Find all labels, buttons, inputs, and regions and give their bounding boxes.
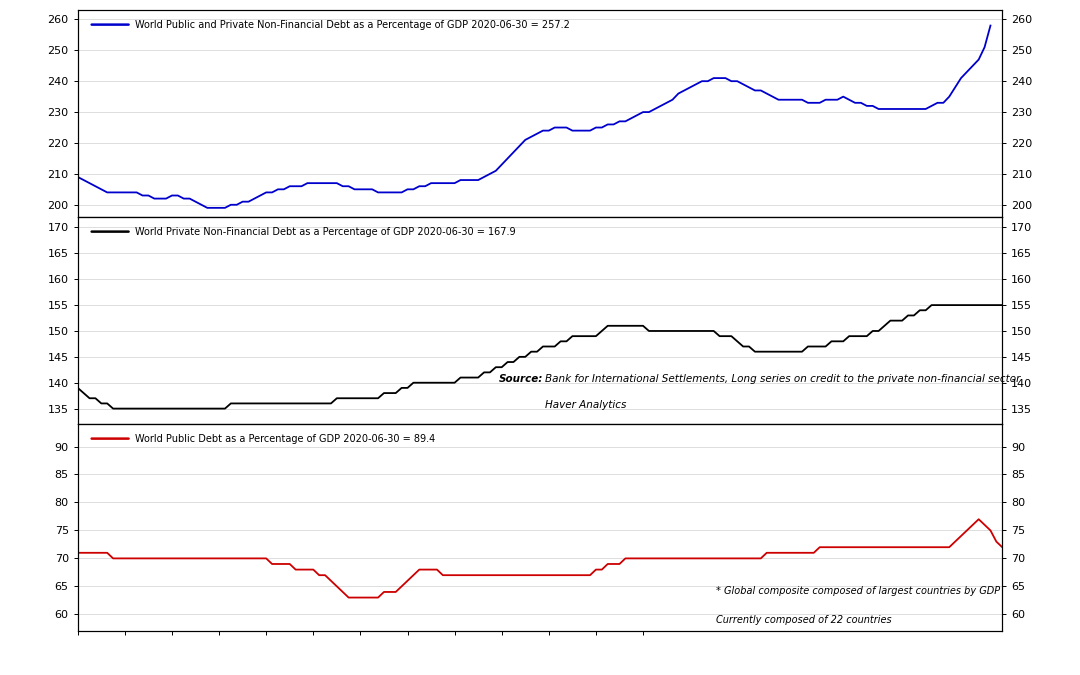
Text: Source:: Source: bbox=[498, 375, 543, 385]
Text: * Global composite composed of largest countries by GDP: * Global composite composed of largest c… bbox=[716, 586, 1000, 595]
Text: World Public and Private Non-Financial Debt as a Percentage of GDP 2020-06-30 = : World Public and Private Non-Financial D… bbox=[135, 20, 570, 30]
Text: World Public Debt as a Percentage of GDP 2020-06-30 = 89.4: World Public Debt as a Percentage of GDP… bbox=[135, 433, 435, 443]
Text: Bank for International Settlements, Long series on credit to the private non-fin: Bank for International Settlements, Long… bbox=[544, 375, 1020, 385]
Text: Haver Analytics: Haver Analytics bbox=[544, 400, 626, 410]
Text: Currently composed of 22 countries: Currently composed of 22 countries bbox=[716, 614, 891, 624]
Text: World Private Non-Financial Debt as a Percentage of GDP 2020-06-30 = 167.9: World Private Non-Financial Debt as a Pe… bbox=[135, 227, 516, 237]
